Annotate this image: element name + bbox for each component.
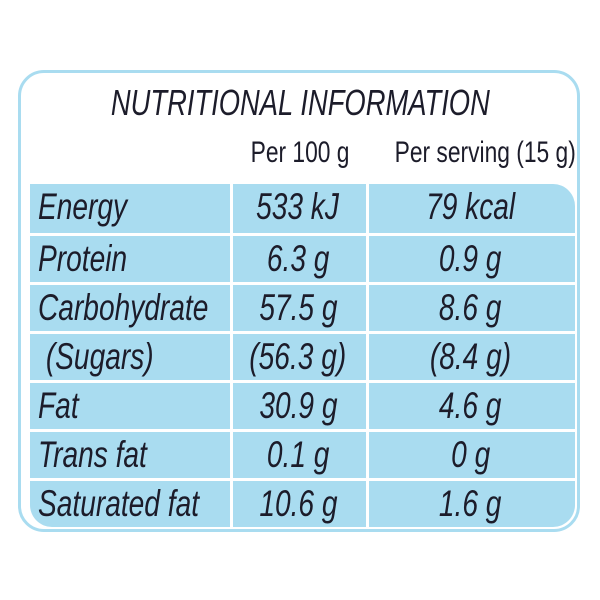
row-value: (56.3 g) xyxy=(230,334,366,383)
row-value: 8.6 g xyxy=(366,285,575,334)
column-header: Per serving (15 g) xyxy=(366,136,576,170)
table-row: Saturated fat 10.6 g 1.6 g xyxy=(30,478,575,527)
cell-text: 0 g xyxy=(450,434,491,475)
title-text: NUTRITIONAL INFORMATION xyxy=(110,82,490,123)
cell-text: 4.6 g xyxy=(439,385,502,426)
cell-text: Trans fat xyxy=(38,434,147,475)
row-value: 30.9 g xyxy=(230,383,366,432)
row-label: Carbohydrate xyxy=(38,285,230,334)
row-value: 0.1 g xyxy=(230,432,366,481)
row-value: 1.6 g xyxy=(366,481,575,527)
cell-text: Protein xyxy=(38,238,128,279)
table-row: Trans fat 0.1 g 0 g xyxy=(30,429,575,478)
cell-text: Fat xyxy=(38,385,79,426)
row-label: Fat xyxy=(38,383,230,432)
cell-text: 0.1 g xyxy=(266,434,330,475)
cell-text: 0.9 g xyxy=(439,238,502,279)
label-frame xyxy=(18,70,580,532)
row-label: Trans fat xyxy=(38,432,230,481)
cell-text: Energy xyxy=(38,186,128,227)
title: NUTRITIONAL INFORMATION xyxy=(0,82,600,124)
row-label: Protein xyxy=(38,236,230,285)
column-divider xyxy=(230,184,233,527)
cell-text: (Sugars) xyxy=(38,336,154,377)
row-value: 533 kJ xyxy=(230,184,366,233)
table-row: Energy 533 kJ 79 kcal xyxy=(30,184,575,233)
column-divider xyxy=(366,184,369,527)
table-row: (Sugars) (56.3 g) (8.4 g) xyxy=(30,331,575,380)
nutrition-table: Energy 533 kJ 79 kcal Protein 6.3 g 0.9 g Carb… xyxy=(30,184,575,527)
cell-text: 533 kJ xyxy=(256,186,340,227)
cell-text: 10.6 g xyxy=(258,483,338,524)
row-value: 10.6 g xyxy=(230,481,366,527)
row-value: 0.9 g xyxy=(366,236,575,285)
table-row: Fat 30.9 g 4.6 g xyxy=(30,380,575,429)
column-header: Per 100 g xyxy=(230,136,370,170)
row-value: (8.4 g) xyxy=(366,334,575,383)
header-text: Per 100 g xyxy=(250,136,350,169)
row-value: 0 g xyxy=(366,432,575,481)
cell-text: 79 kcal xyxy=(425,186,516,227)
row-label: Saturated fat xyxy=(38,481,230,527)
cell-text: 57.5 g xyxy=(258,287,338,328)
table-row: Protein 6.3 g 0.9 g xyxy=(30,233,575,282)
row-label: Energy xyxy=(38,184,230,233)
row-value: 79 kcal xyxy=(366,184,575,233)
cell-text: 8.6 g xyxy=(439,287,502,328)
row-value: 6.3 g xyxy=(230,236,366,285)
cell-text: Carbohydrate xyxy=(38,287,209,328)
cell-text: 30.9 g xyxy=(258,385,338,426)
header-text: Per serving (15 g) xyxy=(394,136,576,169)
cell-text: 6.3 g xyxy=(266,238,330,279)
cell-text: Saturated fat xyxy=(38,483,200,524)
row-label: (Sugars) xyxy=(38,334,230,383)
cell-text: 1.6 g xyxy=(439,483,502,524)
row-value: 57.5 g xyxy=(230,285,366,334)
cell-text: (56.3 g) xyxy=(249,336,347,377)
cell-text: (8.4 g) xyxy=(429,336,512,377)
table-row: Carbohydrate 57.5 g 8.6 g xyxy=(30,282,575,331)
row-value: 4.6 g xyxy=(366,383,575,432)
